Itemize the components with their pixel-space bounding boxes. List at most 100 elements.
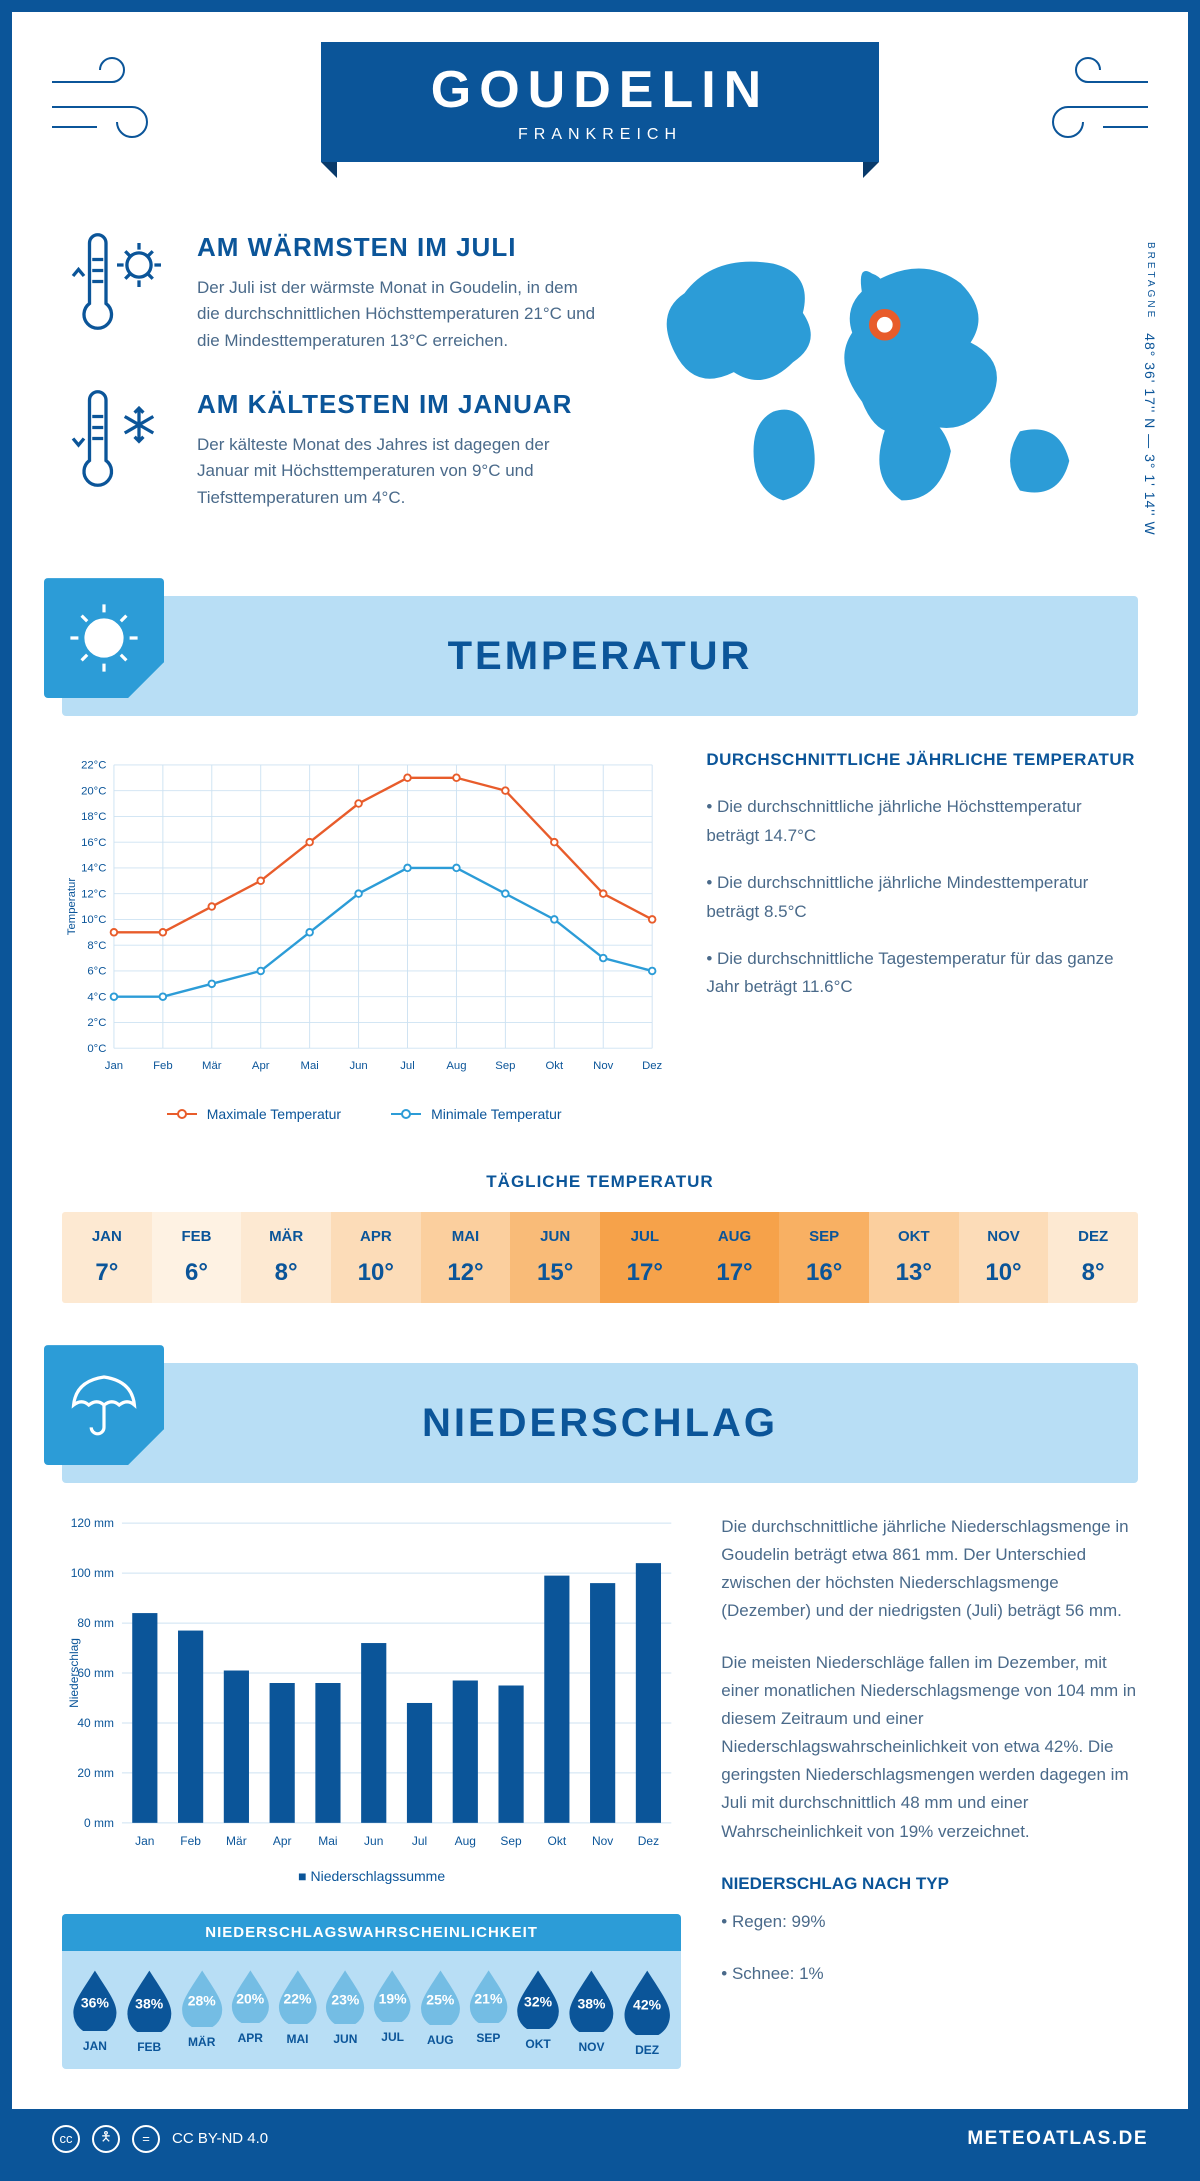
svg-text:Dez: Dez (638, 1834, 659, 1848)
svg-text:Mär: Mär (202, 1060, 222, 1072)
daily-temp-cell: JUN15° (510, 1212, 600, 1303)
coordinates: BRETAGNE 48° 36' 17'' N — 3° 1' 14'' W (1142, 242, 1158, 536)
precip-prob-drop: 22%MAI (276, 1969, 320, 2057)
svg-text:6°C: 6°C (87, 966, 106, 978)
daily-temp-cell: MAI12° (421, 1212, 511, 1303)
coldest-block: AM KÄLTESTEN IM JANUAR Der kälteste Mona… (62, 389, 605, 511)
svg-text:Feb: Feb (180, 1834, 201, 1848)
daily-temp-cell: DEZ8° (1048, 1212, 1138, 1303)
svg-text:0°C: 0°C (87, 1043, 106, 1055)
svg-text:120 mm: 120 mm (71, 1516, 114, 1530)
svg-text:100 mm: 100 mm (71, 1566, 114, 1580)
title-ribbon: GOUDELIN FRANKREICH (321, 42, 879, 162)
precip-prob-drop: 42%DEZ (621, 1969, 673, 2057)
svg-text:40 mm: 40 mm (77, 1716, 114, 1730)
city-name: GOUDELIN (431, 60, 769, 120)
thermometer-snow-icon (62, 389, 172, 499)
svg-text:Jun: Jun (349, 1060, 367, 1072)
svg-text:Mär: Mär (226, 1834, 247, 1848)
svg-text:18°C: 18°C (81, 811, 106, 823)
daily-temp-cell: MÄR8° (241, 1212, 331, 1303)
header: GOUDELIN FRANKREICH (12, 12, 1188, 212)
precip-probability-box: NIEDERSCHLAGSWAHRSCHEINLICHKEIT 36%JAN 3… (62, 1914, 681, 2069)
daily-temp-cell: JAN7° (62, 1212, 152, 1303)
precip-prob-drop: 23%JUN (323, 1969, 367, 2057)
svg-text:Jul: Jul (412, 1834, 427, 1848)
svg-text:22°C: 22°C (81, 760, 106, 772)
precipitation-banner: NIEDERSCHLAG (62, 1363, 1138, 1483)
svg-text:4°C: 4°C (87, 992, 106, 1004)
line-chart-legend: .legend-swatch::after{border-color:inher… (62, 1106, 666, 1122)
warmest-title: AM WÄRMSTEN IM JULI (197, 232, 605, 263)
svg-text:60 mm: 60 mm (77, 1666, 114, 1680)
svg-text:2°C: 2°C (87, 1017, 106, 1029)
precip-prob-drop: 20%APR (229, 1969, 272, 2057)
warmest-text: Der Juli ist der wärmste Monat in Goudel… (197, 275, 605, 354)
svg-text:80 mm: 80 mm (77, 1616, 114, 1630)
temperature-summary: DURCHSCHNITTLICHE JÄHRLICHE TEMPERATUR •… (706, 746, 1138, 1122)
sun-icon (44, 578, 164, 698)
svg-text:20 mm: 20 mm (77, 1766, 114, 1780)
warmest-block: AM WÄRMSTEN IM JULI Der Juli ist der wär… (62, 232, 605, 354)
wind-icon (1038, 52, 1158, 152)
precip-prob-drop: 32%OKT (514, 1969, 562, 2057)
svg-text:Sep: Sep (495, 1060, 515, 1072)
country-name: FRANKREICH (431, 126, 769, 144)
world-map-area: BRETAGNE 48° 36' 17'' N — 3° 1' 14'' W (645, 232, 1138, 546)
precip-prob-drop: 21%SEP (467, 1969, 510, 2057)
svg-text:Jul: Jul (400, 1060, 414, 1072)
precipitation-summary: Die durchschnittliche jährliche Niedersc… (721, 1513, 1138, 2069)
svg-text:Temperatur: Temperatur (66, 878, 78, 936)
precip-prob-drop: 38%NOV (566, 1969, 617, 2057)
svg-text:Jun: Jun (364, 1834, 383, 1848)
svg-text:20°C: 20°C (81, 786, 106, 798)
svg-text:0 mm: 0 mm (84, 1816, 114, 1830)
umbrella-icon (44, 1345, 164, 1465)
precipitation-bar-chart: 0 mm 20 mm 40 mm 60 mm 80 mm 100 mm 120 mm Jan F… (62, 1513, 681, 1853)
cc-icon: cc (52, 2125, 80, 2153)
daily-temp-cell: FEB6° (152, 1212, 242, 1303)
svg-text:Aug: Aug (446, 1060, 466, 1072)
coldest-title: AM KÄLTESTEN IM JANUAR (197, 389, 605, 420)
svg-text:Sep: Sep (500, 1834, 522, 1848)
daily-temp-cell: OKT13° (869, 1212, 959, 1303)
thermometer-sun-icon (62, 232, 172, 342)
svg-text:Jan: Jan (135, 1834, 154, 1848)
license-text: CC BY-ND 4.0 (172, 2130, 268, 2147)
svg-text:Nov: Nov (593, 1060, 613, 1072)
precip-prob-drop: 19%JUL (371, 1969, 413, 2057)
world-map-icon (645, 232, 1138, 532)
svg-text:Dez: Dez (642, 1060, 662, 1072)
svg-text:Aug: Aug (455, 1834, 476, 1848)
nd-icon: = (132, 2125, 160, 2153)
svg-text:Feb: Feb (153, 1060, 173, 1072)
wind-icon (42, 52, 162, 152)
footer: cc 🯅 = CC BY-ND 4.0 METEOATLAS.DE (12, 2109, 1188, 2169)
svg-text:14°C: 14°C (81, 863, 106, 875)
daily-temp-cell: AUG17° (690, 1212, 780, 1303)
section-title-temp: TEMPERATUR (448, 634, 753, 679)
by-icon: 🯅 (92, 2125, 120, 2153)
svg-text:Mai: Mai (318, 1834, 337, 1848)
daily-temp-title: TÄGLICHE TEMPERATUR (62, 1172, 1138, 1192)
temperature-line-chart: 0°C 2°C 4°C 6°C 8°C 10°C 12°C 14°C 16°C 18°C 20°C 2… (62, 746, 666, 1086)
daily-temp-table: JAN7°FEB6°MÄR8°APR10°MAI12°JUN15°JUL17°A… (62, 1212, 1138, 1303)
svg-text:16°C: 16°C (81, 837, 106, 849)
site-name: METEOATLAS.DE (967, 2128, 1148, 2150)
svg-text:12°C: 12°C (81, 889, 106, 901)
svg-text:Apr: Apr (273, 1834, 292, 1848)
daily-temp-cell: NOV10° (959, 1212, 1049, 1303)
precip-prob-drop: 25%AUG (418, 1969, 463, 2057)
daily-temp-cell: SEP16° (779, 1212, 869, 1303)
svg-text:Apr: Apr (252, 1060, 270, 1072)
precip-prob-drop: 36%JAN (70, 1969, 120, 2057)
daily-temp-cell: JUL17° (600, 1212, 690, 1303)
svg-text:Okt: Okt (548, 1834, 567, 1848)
svg-text:8°C: 8°C (87, 940, 106, 952)
svg-text:Okt: Okt (545, 1060, 563, 1072)
bar-chart-legend: Niederschlagssumme (62, 1868, 681, 1884)
precip-prob-drop: 38%FEB (124, 1969, 175, 2057)
svg-text:10°C: 10°C (81, 914, 106, 926)
svg-text:Niederschlag: Niederschlag (67, 1638, 81, 1708)
temperature-banner: TEMPERATUR (62, 596, 1138, 716)
